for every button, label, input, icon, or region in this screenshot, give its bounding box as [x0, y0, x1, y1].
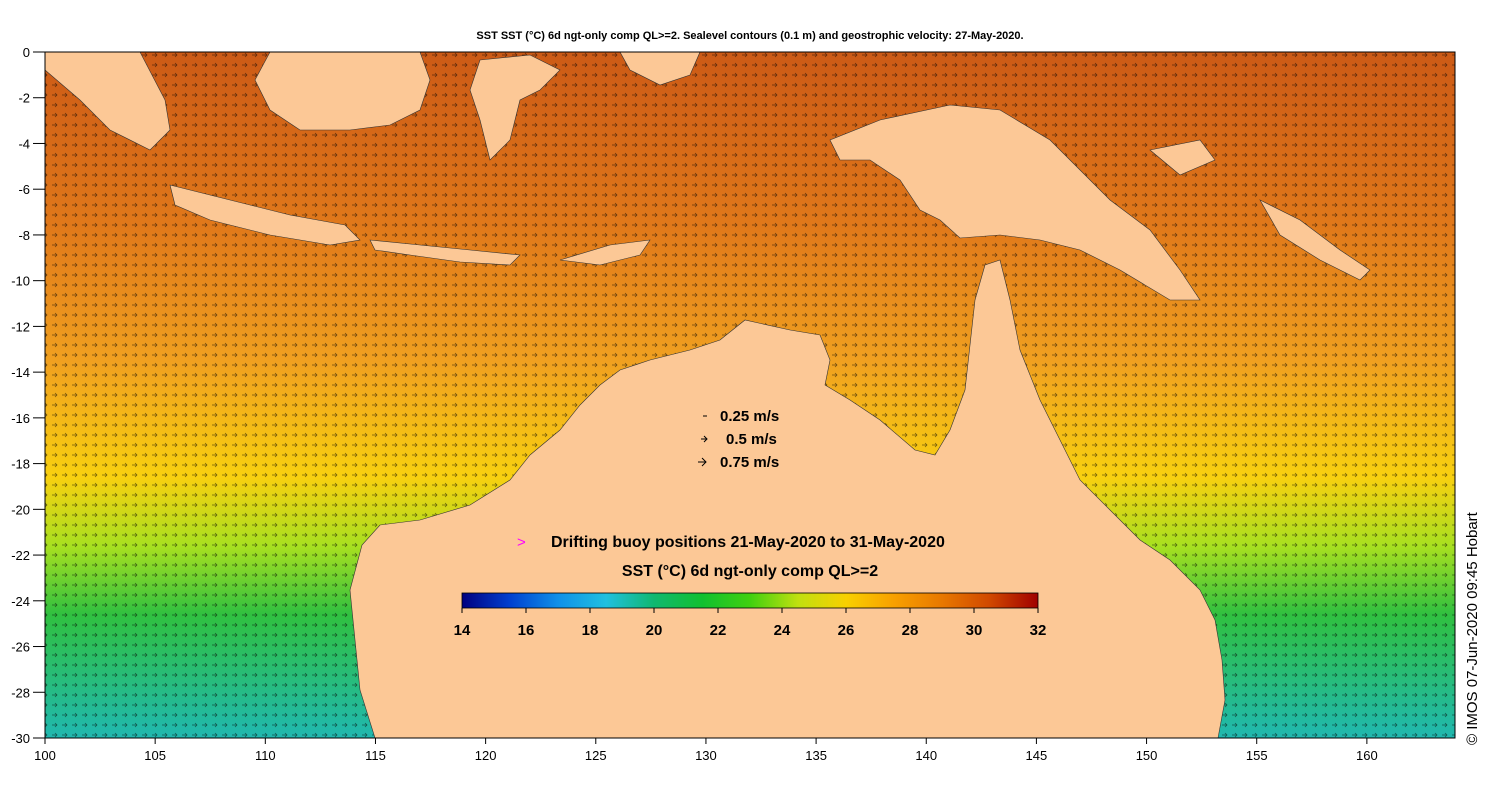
lat-tick-label: -6: [18, 182, 30, 197]
lat-tick-label: -10: [11, 274, 30, 289]
land-sulawesi: [469, 54, 561, 161]
colorbar-tick-label: 14: [454, 622, 471, 639]
lat-tick-label: -24: [11, 594, 30, 609]
lon-tick-label: 160: [1356, 748, 1378, 763]
buoy-legend-label: Drifting buoy positions 21-May-2020 to 3…: [551, 534, 945, 551]
lat-tick-label: -8: [18, 228, 30, 243]
lat-tick-label: -4: [18, 136, 30, 151]
lat-tick-label: -2: [18, 91, 30, 106]
lon-tick-label: 150: [1136, 748, 1158, 763]
colorbar-ticks: 14 16 18 20 22 24 26 28 30 32: [454, 608, 1047, 639]
colorbar-title: SST (°C) 6d ngt-only comp QL>=2: [622, 563, 878, 580]
velocity-arrow-large: [698, 457, 707, 467]
lon-tick-label: 145: [1026, 748, 1048, 763]
land-sunda-islands: [369, 239, 521, 266]
colorbar: [461, 592, 1039, 609]
map-axes: 100 105 110 115 120 125 130 135 140 145 150 155 1600…: [11, 45, 1378, 763]
colorbar-tick-label: 16: [518, 622, 535, 639]
lon-tick-label: 110: [255, 748, 276, 763]
velocity-label-2: 0.5 m/s: [726, 431, 777, 448]
colorbar-tick-label: 32: [1030, 622, 1047, 639]
lat-tick-label: -16: [11, 411, 30, 426]
land-solomons: [1259, 199, 1371, 281]
land-timor: [559, 239, 651, 266]
colorbar-tick-label: 24: [774, 622, 791, 639]
map-title: SST SST (°C) 6d ngt-only comp QL>=2. Sea…: [476, 30, 1024, 42]
lon-tick-label: 140: [915, 748, 937, 763]
lon-tick-label: 125: [585, 748, 607, 763]
land-masses: [44, 51, 1371, 739]
lon-tick-label: 155: [1246, 748, 1268, 763]
lat-tick-label: 0: [23, 45, 30, 60]
lon-tick-label: 120: [475, 748, 497, 763]
lon-tick-label: 135: [805, 748, 827, 763]
colorbar-tick-label: 20: [646, 622, 663, 639]
colorbar-tick-label: 30: [966, 622, 983, 639]
land-borneo: [254, 51, 431, 131]
land-new-britain: [1149, 139, 1216, 176]
velocity-legend: 0.25 m/s 0.5 m/s 0.75 m/s: [698, 408, 779, 471]
colorbar-tick-label: 18: [582, 622, 599, 639]
colorbar-tick-label: 22: [710, 622, 727, 639]
colorbar-tick-label: 26: [838, 622, 855, 639]
land-australia: [349, 259, 1226, 739]
lat-tick-label: -30: [11, 731, 30, 746]
colorbar-tick-label: 28: [902, 622, 919, 639]
land-sumatra: [44, 51, 171, 151]
buoy-marker: >: [517, 534, 526, 551]
velocity-arrow-medium: [701, 435, 708, 443]
lat-tick-label: -20: [11, 502, 30, 517]
land-new-guinea: [829, 104, 1201, 301]
velocity-label-3: 0.75 m/s: [720, 454, 779, 471]
map-frame: [44, 51, 1456, 739]
credit-text: © IMOS 07-Jun-2020 09:45 Hobart: [1464, 512, 1481, 745]
velocity-label-1: 0.25 m/s: [720, 408, 779, 425]
lat-tick-label: -28: [11, 685, 30, 700]
lat-tick-label: -14: [11, 365, 30, 380]
lon-tick-label: 115: [365, 748, 386, 763]
land-java: [169, 184, 361, 246]
lat-tick-label: -12: [11, 319, 30, 334]
lat-tick-label: -18: [11, 457, 30, 472]
lat-tick-label: -22: [11, 548, 30, 563]
lon-tick-label: 100: [34, 748, 56, 763]
lat-tick-label: -26: [11, 640, 30, 655]
lon-tick-label: 130: [695, 748, 717, 763]
lon-tick-label: 105: [144, 748, 166, 763]
